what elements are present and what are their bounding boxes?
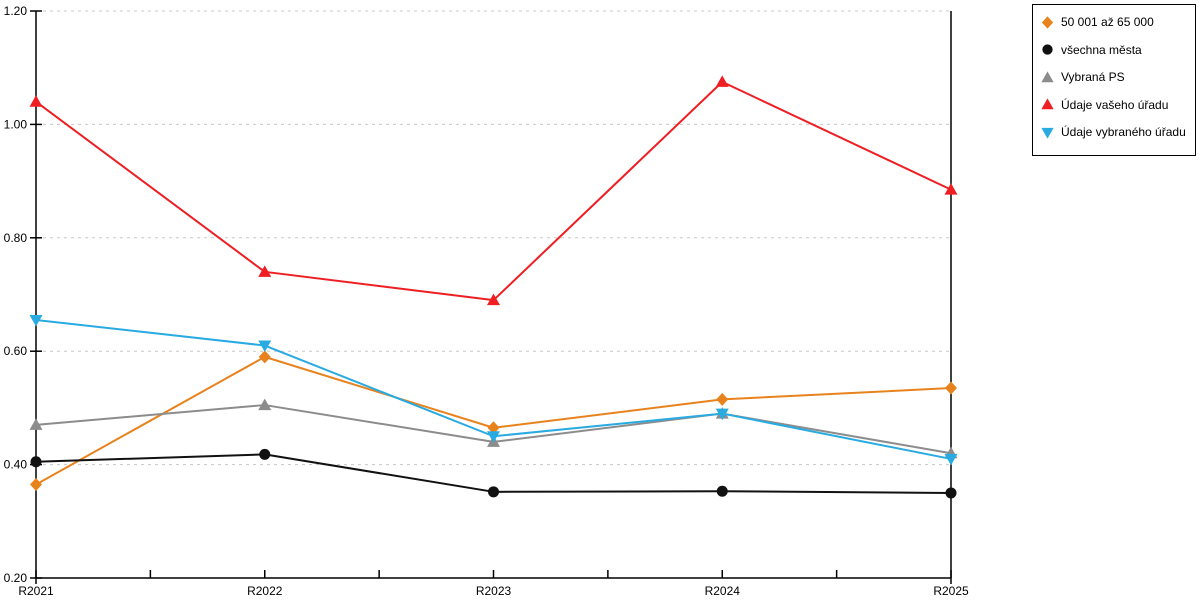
legend-item: Vybraná PS [1040,68,1188,86]
legend-item: Údaje vybraného úřadu [1040,123,1188,141]
data-point-marker [945,381,957,395]
chart-legend: 50 001 až 65 000 všechna města Vybraná PS Ú… [1032,4,1196,156]
legend-item: všechna města [1040,41,1188,59]
x-axis-category-label: R2022 [247,584,283,598]
y-axis-tick-label: 0.60 [4,344,28,358]
data-point-marker [716,392,729,406]
data-point-marker [29,315,43,327]
data-point-marker [30,477,42,491]
legend-item: Údaje vašeho úřadu [1040,96,1188,114]
legend-item-label: Údaje vašeho úřadu [1061,97,1169,112]
data-point-marker [259,448,271,460]
x-axis-category-label: R2023 [476,584,512,598]
legend-item-label: Vybraná PS [1061,70,1125,84]
series-line-3 [35,80,952,302]
data-point-marker [258,265,272,277]
data-point-marker [487,431,500,443]
x-axis-category-label: R2024 [705,584,741,598]
data-point-marker [487,293,500,306]
data-point-marker [29,418,43,430]
legend-item-label: Údaje vybraného úřadu [1061,125,1186,139]
data-point-marker [944,183,958,195]
triangle-up-legend-marker-icon [1041,70,1054,82]
x-axis-category-label: R2025 [933,584,969,598]
data-point-marker [1041,127,1054,139]
data-point-marker [945,487,957,499]
y-axis-tick-label: 0.80 [4,231,28,245]
data-point-marker [29,95,43,107]
data-point-marker [488,486,499,498]
data-point-marker [1041,98,1054,110]
circle-legend-marker-icon [1042,44,1053,55]
legend-item-label: všechna města [1061,42,1142,57]
triangle-down-legend-marker-icon [1041,127,1054,139]
x-axis-category-label: R2021 [18,584,54,598]
data-point-marker [715,75,729,87]
data-point-marker [258,398,272,411]
data-point-marker [944,453,958,466]
data-point-marker [258,340,272,353]
series-line-0 [35,355,952,486]
data-point-marker [1041,70,1054,82]
y-axis-tick-label: 0.40 [4,458,28,472]
y-axis-tick-label: 1.00 [4,117,28,131]
data-point-marker [487,421,500,435]
legend-item-label: 50 001 až 65 000 [1061,15,1154,29]
data-point-marker [1042,44,1053,55]
y-axis-tick-label: 0.20 [4,571,28,585]
diamond-legend-marker-icon [1041,15,1054,29]
data-point-marker [30,456,42,468]
data-point-marker [715,408,729,421]
triangle-up-legend-marker-icon [1041,98,1054,110]
data-point-marker [716,485,728,497]
data-point-marker [1041,15,1054,29]
legend-item: 50 001 až 65 000 [1040,13,1188,31]
y-axis-tick-label: 1.20 [4,4,28,18]
data-point-marker [258,350,271,364]
